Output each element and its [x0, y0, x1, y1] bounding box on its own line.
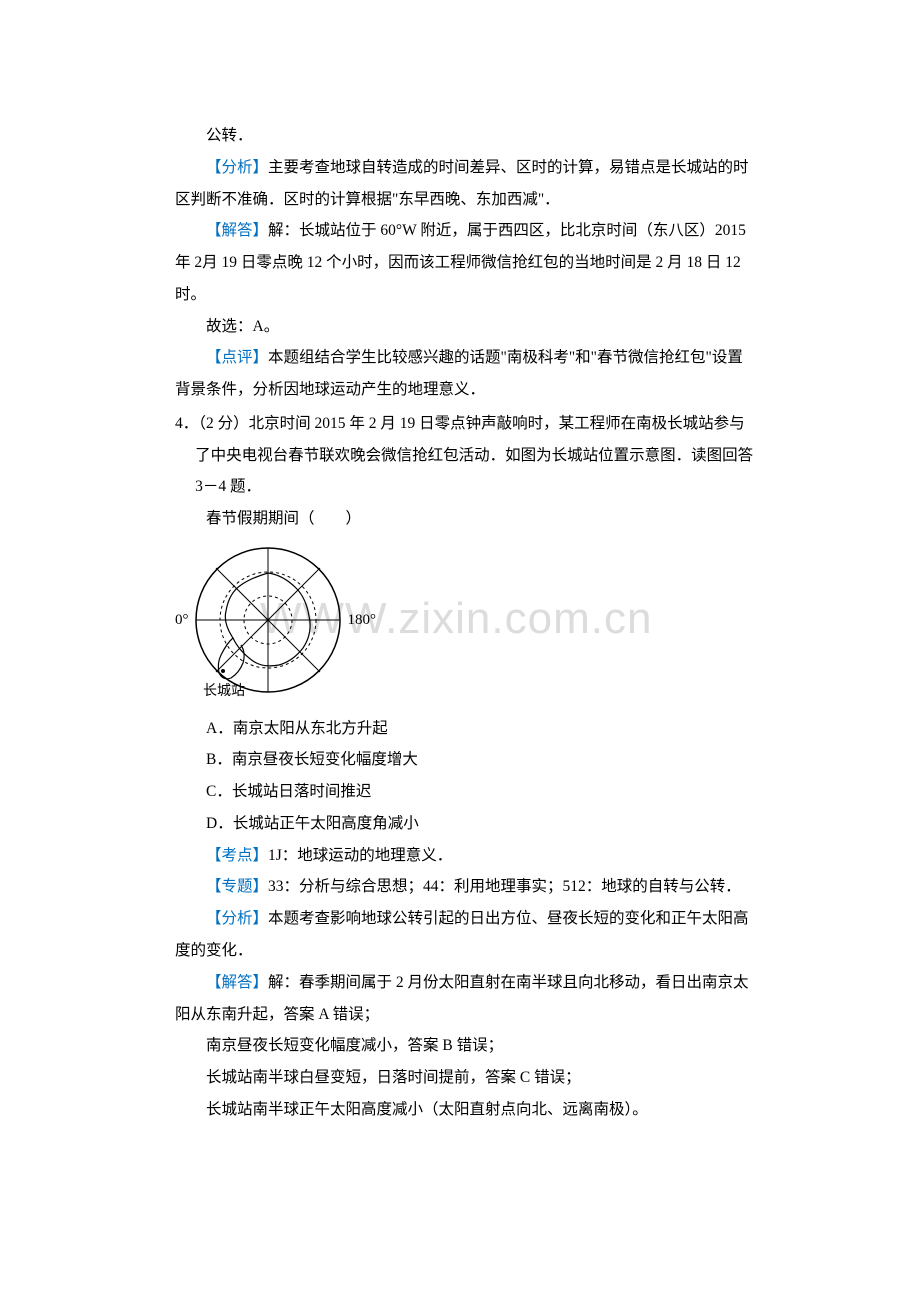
question-number: 4．（2 分） — [175, 415, 249, 432]
answer-text4-q4: 长城站南半球正午太阳高度减小（太阳直射点向北、远离南极）。 — [175, 1094, 755, 1126]
question-text2: 春节假期期间（ ） — [175, 503, 755, 535]
option-B: B．南京昼夜长短变化幅度增大 — [175, 744, 755, 776]
zhuanti-section: 【专题】33：分析与综合思想；44：利用地理事实；512：地球的自转与公转． — [175, 871, 755, 903]
answer-text3-q4: 长城站南半球白昼变短，日落时间提前，答案 C 错误； — [175, 1062, 755, 1094]
figure-label-0: 0° — [175, 605, 189, 636]
figure-label-180: 180° — [348, 605, 377, 636]
answer-section: 【解答】解：长城站位于 60°W 附近，属于西四区，比北京时间（东八区）2015… — [175, 215, 755, 310]
analysis-label: 【分析】 — [206, 159, 268, 176]
analysis-label-q4: 【分析】 — [206, 910, 268, 927]
zhuanti-text: 33：分析与综合思想；44：利用地理事实；512：地球的自转与公转． — [268, 878, 741, 895]
question-number-text: 4．（2 分）北京时间 2015 年 2 月 19 日零点钟声敲响时，某工程师在… — [175, 408, 755, 503]
answer-label-q4: 【解答】 — [206, 974, 268, 991]
option-C: C．长城站日落时间推迟 — [175, 776, 755, 808]
comment-label: 【点评】 — [206, 349, 268, 366]
option-D: D．长城站正午太阳高度角减小 — [175, 808, 755, 840]
comment-section: 【点评】本题组结合学生比较感兴趣的话题"南极科考"和"春节微信抢红包"设置背景条… — [175, 342, 755, 406]
answer-label: 【解答】 — [206, 222, 268, 239]
kaodian-text: 1J：地球运动的地理意义． — [268, 847, 452, 864]
answer-text2-q4: 南京昼夜长短变化幅度减小，答案 B 错误； — [175, 1030, 755, 1062]
option-A: A．南京太阳从东北方升起 — [175, 713, 755, 745]
kaodian-section: 【考点】1J：地球运动的地理意义． — [175, 840, 755, 872]
analysis-section: 【分析】主要考查地球自转造成的时间差异、区时的计算，易错点是长城站的时区判断不准… — [175, 152, 755, 216]
question-text1: 北京时间 2015 年 2 月 19 日零点钟声敲响时，某工程师在南极长城站参与… — [195, 415, 753, 496]
answer-section-q4: 【解答】解：春季期间属于 2 月份太阳直射在南半球且向北移动，看日出南京太阳从东… — [175, 967, 755, 1031]
document-content: 公转． 【分析】主要考查地球自转造成的时间差异、区时的计算，易错点是长城站的时区… — [175, 120, 755, 1126]
figure-polar-map: 0° 180° — [175, 543, 755, 698]
analysis-section-q4: 【分析】本题考查影响地球公转引起的日出方位、昼夜长短的变化和正午太阳高度的变化． — [175, 903, 755, 967]
question-4: 4．（2 分）北京时间 2015 年 2 月 19 日零点钟声敲响时，某工程师在… — [175, 408, 755, 1126]
kaodian-label: 【考点】 — [206, 847, 268, 864]
intro-text: 公转． — [175, 120, 755, 152]
polar-map-svg — [191, 543, 346, 698]
zhuanti-label: 【专题】 — [206, 878, 268, 895]
answer-text2: 故选：A。 — [175, 311, 755, 343]
